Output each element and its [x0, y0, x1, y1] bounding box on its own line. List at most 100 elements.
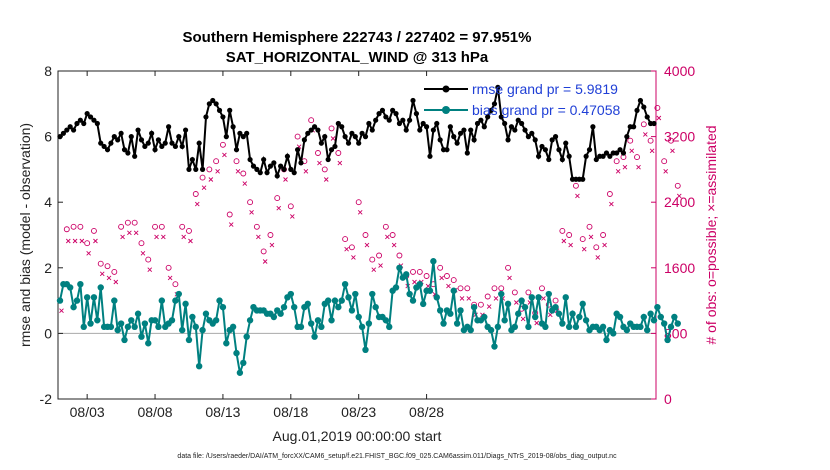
y-left-tick-label: 8: [44, 63, 52, 79]
bias-point: [382, 317, 390, 324]
assimilated-obs-point: [514, 300, 519, 305]
bias-point: [647, 310, 654, 317]
bias-point: [341, 281, 349, 288]
rmse-point: [339, 124, 345, 130]
rmse-point: [288, 166, 294, 172]
bias-point: [77, 281, 84, 288]
rmse-point: [87, 114, 94, 120]
assimilated-obs-point: [181, 234, 187, 240]
bias-point: [637, 323, 644, 331]
assimilated-obs-point: [439, 275, 444, 281]
possible-obs-point: [267, 232, 274, 238]
rmse-point: [203, 114, 209, 120]
rmse-point: [64, 127, 70, 133]
rmse-point: [505, 137, 511, 143]
possible-obs-point: [321, 166, 328, 173]
assimilated-obs-point: [676, 193, 682, 199]
bias-point: [243, 333, 250, 340]
bias-point: [671, 313, 678, 321]
bias-point: [559, 320, 566, 327]
rmse-point: [546, 156, 552, 163]
assimilated-obs-point: [154, 234, 159, 240]
rmse-point: [495, 84, 501, 90]
rmse-point: [305, 130, 311, 136]
rmse-point: [322, 134, 328, 140]
bias-point: [660, 320, 668, 327]
possible-obs-point: [464, 285, 471, 292]
bias-point: [453, 320, 461, 327]
assimilated-obs-point: [133, 230, 139, 236]
rmse-point: [600, 153, 606, 159]
bias-point: [654, 303, 661, 311]
possible-obs-point: [539, 285, 545, 292]
possible-obs-point: [382, 223, 389, 230]
possible-obs-point: [437, 264, 444, 271]
rmse-point: [393, 111, 399, 117]
possible-obs-point: [423, 273, 430, 279]
bias-point: [396, 264, 403, 271]
possible-obs-point: [566, 232, 573, 238]
bias-point: [202, 310, 210, 317]
y-left-tick-label: 6: [44, 129, 52, 145]
possible-obs-point: [260, 248, 267, 255]
bias-point: [223, 340, 230, 347]
bias-point: [236, 369, 244, 376]
rmse-point: [566, 153, 572, 159]
possible-obs-point: [559, 227, 566, 234]
bias-point: [644, 326, 651, 334]
possible-obs-point: [179, 223, 186, 230]
rmse-point: [237, 130, 243, 136]
y-right-tick-label: 2400: [664, 194, 695, 210]
rmse-point: [264, 170, 270, 176]
assimilated-obs-point: [581, 246, 587, 252]
bias-point: [535, 294, 542, 301]
bias-point: [515, 310, 522, 317]
rmse-point: [257, 170, 263, 176]
assimilated-obs-point: [337, 160, 343, 166]
assimilated-obs-point: [120, 234, 125, 240]
assimilated-obs-point: [330, 136, 336, 141]
bias-point: [192, 323, 199, 331]
rmse-point: [332, 143, 338, 150]
rmse-point: [362, 134, 369, 140]
legend-bias-label: bias grand pr = 0.47058: [472, 102, 620, 118]
bias-point: [504, 300, 512, 308]
x-tick-label: 08/23: [341, 404, 376, 420]
assimilated-obs-point: [127, 230, 132, 236]
rmse-point: [413, 111, 419, 117]
rmse-point: [457, 130, 464, 136]
y-right-tick-label: 4000: [664, 63, 695, 79]
rmse-point: [311, 124, 318, 130]
bias-point: [128, 317, 135, 324]
assimilated-obs-point: [493, 296, 499, 301]
possible-obs-point: [199, 174, 206, 181]
bias-point: [426, 287, 434, 294]
rmse-point: [308, 127, 314, 133]
possible-obs-point: [484, 293, 491, 300]
rmse-point: [366, 120, 372, 127]
bias-point: [623, 326, 631, 334]
possible-obs-point: [362, 232, 369, 238]
rmse-point: [396, 120, 403, 127]
bias-point: [307, 320, 315, 327]
y-left-tick-label: 2: [44, 260, 52, 276]
rmse-point: [614, 150, 620, 156]
rmse-point: [641, 104, 647, 110]
bias-point: [511, 323, 519, 331]
bias-point: [579, 300, 586, 308]
rmse-point: [400, 117, 406, 123]
possible-obs-point: [77, 223, 84, 230]
assimilated-obs-point: [534, 320, 540, 326]
assimilated-obs-point: [391, 242, 397, 248]
assimilated-obs-point: [93, 238, 98, 244]
possible-obs-point: [457, 285, 464, 292]
rmse-point: [335, 120, 341, 127]
possible-obs-point: [647, 137, 654, 144]
possible-obs-point: [186, 227, 192, 234]
possible-obs-point: [606, 191, 613, 197]
rmse-point: [220, 114, 226, 120]
possible-obs-point: [226, 211, 233, 218]
possible-obs-point: [593, 244, 600, 251]
y-axis-left-label: rmse and bias (model - observation): [17, 123, 33, 347]
rmse-point: [196, 140, 202, 146]
